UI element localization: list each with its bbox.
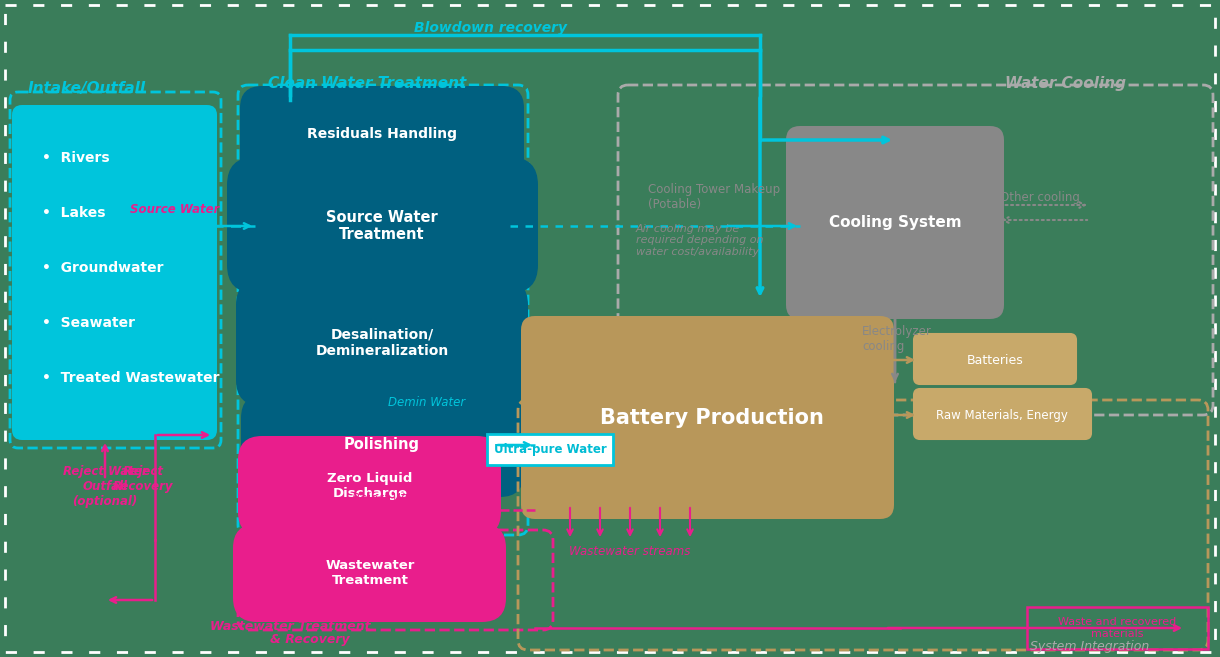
Text: & Recovery: & Recovery [270,633,350,646]
Text: •  Rivers: • Rivers [41,151,110,165]
FancyBboxPatch shape [242,394,525,497]
FancyBboxPatch shape [12,105,217,440]
FancyBboxPatch shape [786,126,1004,319]
Text: Cooling Tower Makeup
(Potable): Cooling Tower Makeup (Potable) [648,183,780,211]
Text: Clean Water Treatment: Clean Water Treatment [268,76,466,91]
FancyBboxPatch shape [487,434,612,465]
Text: Demin Water: Demin Water [388,396,465,409]
Text: Water Cooling: Water Cooling [1005,76,1126,91]
Text: •  Lakes: • Lakes [41,206,105,220]
FancyBboxPatch shape [238,436,501,536]
Text: Battery Production: Battery Production [600,408,824,428]
Text: •  Treated Wastewater: • Treated Wastewater [41,371,220,385]
Text: Batteries: Batteries [966,353,1024,367]
Text: System Integration: System Integration [1031,640,1149,653]
Text: Reject Water: Reject Water [353,492,428,505]
FancyBboxPatch shape [521,316,894,519]
Text: Electrolyzer
cooling: Electrolyzer cooling [863,325,932,353]
Text: Zero Liquid
Discharge: Zero Liquid Discharge [327,472,412,500]
Text: Other cooling: Other cooling [1000,191,1080,204]
Text: Desalination/
Demineralization: Desalination/ Demineralization [316,328,449,358]
Text: Intake/Outfall: Intake/Outfall [28,81,146,96]
Text: Reject
Recovery: Reject Recovery [112,465,173,493]
Text: Wastewater streams: Wastewater streams [570,545,691,558]
FancyBboxPatch shape [914,334,1076,384]
Text: Source Water
Treatment: Source Water Treatment [326,210,438,242]
Text: Waste and recovered
materials: Waste and recovered materials [1058,617,1176,639]
FancyBboxPatch shape [914,389,1091,439]
Text: •  Groundwater: • Groundwater [41,261,163,275]
Text: Raw Materials, Energy: Raw Materials, Energy [936,409,1068,422]
Text: Reject Water
Outfall
(optional): Reject Water Outfall (optional) [62,465,148,508]
Text: Polishing: Polishing [344,438,420,453]
Text: Wastewater Treatment: Wastewater Treatment [210,620,371,633]
Text: Cooling System: Cooling System [828,214,961,229]
Text: Wastewater
Treatment: Wastewater Treatment [326,559,415,587]
Text: Source Water: Source Water [131,203,220,216]
FancyBboxPatch shape [235,279,528,406]
FancyBboxPatch shape [240,86,525,182]
Text: •  Seawater: • Seawater [41,316,135,330]
Text: Residuals Handling: Residuals Handling [307,127,458,141]
Text: Blowdown recovery: Blowdown recovery [414,21,566,35]
FancyBboxPatch shape [233,524,506,622]
FancyBboxPatch shape [227,157,538,293]
Text: Ultra-pure Water: Ultra-pure Water [494,443,606,455]
Text: Air cooling may be
required depending on
water cost/availability: Air cooling may be required depending on… [636,224,764,257]
